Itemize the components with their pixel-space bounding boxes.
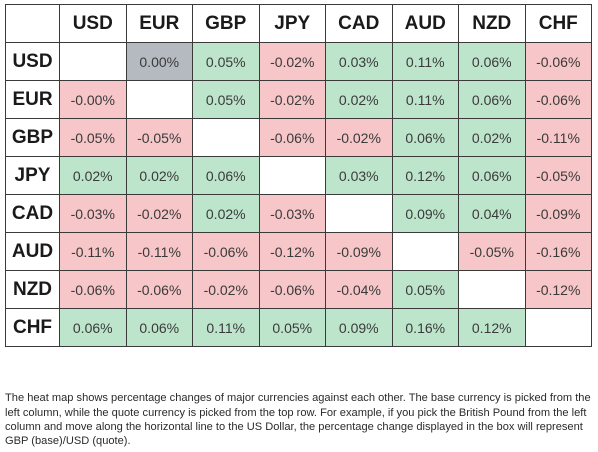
heatmap-cell-jpy-gbp[interactable]: 0.06% xyxy=(192,156,260,195)
heatmap-explanation: The heat map shows percentage changes of… xyxy=(5,392,591,448)
heatmap-cell-nzd-gbp[interactable]: -0.02% xyxy=(192,270,260,309)
col-head-chf: CHF xyxy=(524,4,592,43)
heatmap-row-usd: USD 0.00% 0.05% -0.02% 0.03% 0.11% 0.06% -0.06% xyxy=(5,42,592,81)
heatmap-row-jpy: JPY 0.02% 0.02% 0.06% 0.03% 0.12% 0.06% -0.05% xyxy=(5,156,592,195)
col-head-cad: CAD xyxy=(325,4,393,43)
heatmap-cell-chf-usd[interactable]: 0.06% xyxy=(59,308,127,347)
heatmap-cell-cad-usd[interactable]: -0.03% xyxy=(59,194,127,233)
heatmap-cell-eur-chf[interactable]: -0.06% xyxy=(524,80,592,119)
heatmap-cell-jpy-nzd[interactable]: 0.06% xyxy=(458,156,526,195)
heatmap-cell-aud-usd[interactable]: -0.11% xyxy=(59,232,127,271)
row-head-nzd: NZD xyxy=(5,270,60,309)
heatmap-cell-nzd-nzd[interactable] xyxy=(458,270,526,309)
heatmap-cell-jpy-eur[interactable]: 0.02% xyxy=(125,156,193,195)
col-head-jpy: JPY xyxy=(258,4,326,43)
col-head-nzd: NZD xyxy=(458,4,526,43)
heatmap-cell-aud-jpy[interactable]: -0.12% xyxy=(258,232,326,271)
heatmap-row-gbp: GBP -0.05% -0.05% -0.06% -0.02% 0.06% 0.02% -0.… xyxy=(5,118,592,157)
heatmap-cell-usd-eur[interactable]: 0.00% xyxy=(125,42,193,81)
heatmap-cell-chf-jpy[interactable]: 0.05% xyxy=(258,308,326,347)
heatmap-cell-gbp-aud[interactable]: 0.06% xyxy=(391,118,459,157)
col-head-eur: EUR xyxy=(125,4,193,43)
row-head-aud: AUD xyxy=(5,232,60,271)
heatmap-cell-usd-cad[interactable]: 0.03% xyxy=(325,42,393,81)
heatmap-row-aud: AUD -0.11% -0.11% -0.06% -0.12% -0.09% -0.05% -… xyxy=(5,232,592,271)
heatmap-cell-eur-nzd[interactable]: 0.06% xyxy=(458,80,526,119)
heatmap-cell-gbp-jpy[interactable]: -0.06% xyxy=(258,118,326,157)
heatmap-cell-eur-usd[interactable]: -0.00% xyxy=(59,80,127,119)
heatmap-cell-chf-cad[interactable]: 0.09% xyxy=(325,308,393,347)
col-head-gbp: GBP xyxy=(192,4,260,43)
heatmap-cell-nzd-eur[interactable]: -0.06% xyxy=(125,270,193,309)
heatmap-cell-aud-gbp[interactable]: -0.06% xyxy=(192,232,260,271)
heatmap-cell-aud-aud[interactable] xyxy=(391,232,459,271)
heatmap-cell-chf-gbp[interactable]: 0.11% xyxy=(192,308,260,347)
row-head-chf: CHF xyxy=(5,308,60,347)
header-row: USD EUR GBP JPY CAD AUD NZD CHF xyxy=(5,4,592,43)
heatmap-cell-usd-gbp[interactable]: 0.05% xyxy=(192,42,260,81)
heatmap-cell-jpy-jpy[interactable] xyxy=(258,156,326,195)
corner-cell xyxy=(5,4,60,43)
heatmap-cell-eur-gbp[interactable]: 0.05% xyxy=(192,80,260,119)
heatmap-cell-nzd-jpy[interactable]: -0.06% xyxy=(258,270,326,309)
heatmap-cell-cad-jpy[interactable]: -0.03% xyxy=(258,194,326,233)
heatmap-cell-gbp-usd[interactable]: -0.05% xyxy=(59,118,127,157)
heatmap-cell-nzd-usd[interactable]: -0.06% xyxy=(59,270,127,309)
heatmap-cell-cad-nzd[interactable]: 0.04% xyxy=(458,194,526,233)
heatmap-cell-usd-usd[interactable] xyxy=(59,42,127,81)
heatmap-cell-cad-aud[interactable]: 0.09% xyxy=(391,194,459,233)
heatmap-cell-aud-chf[interactable]: -0.16% xyxy=(524,232,592,271)
heatmap-row-chf: CHF 0.06% 0.06% 0.11% 0.05% 0.09% 0.16% 0.12% xyxy=(5,308,592,347)
heatmap-cell-usd-nzd[interactable]: 0.06% xyxy=(458,42,526,81)
currency-heatmap: USD EUR GBP JPY CAD AUD NZD CHF USD 0.00%… xyxy=(5,4,592,347)
heatmap-cell-aud-nzd[interactable]: -0.05% xyxy=(458,232,526,271)
heatmap-cell-jpy-usd[interactable]: 0.02% xyxy=(59,156,127,195)
heatmap-cell-gbp-nzd[interactable]: 0.02% xyxy=(458,118,526,157)
heatmap-body: USD 0.00% 0.05% -0.02% 0.03% 0.11% 0.06% -0.06%… xyxy=(5,42,592,347)
heatmap-table: USD EUR GBP JPY CAD AUD NZD CHF USD 0.00%… xyxy=(5,4,592,347)
heatmap-cell-usd-chf[interactable]: -0.06% xyxy=(524,42,592,81)
heatmap-cell-jpy-cad[interactable]: 0.03% xyxy=(325,156,393,195)
heatmap-cell-cad-gbp[interactable]: 0.02% xyxy=(192,194,260,233)
heatmap-row-eur: EUR -0.00% 0.05% -0.02% 0.02% 0.11% 0.06% -0.06… xyxy=(5,80,592,119)
heatmap-cell-eur-jpy[interactable]: -0.02% xyxy=(258,80,326,119)
heatmap-cell-nzd-cad[interactable]: -0.04% xyxy=(325,270,393,309)
row-head-gbp: GBP xyxy=(5,118,60,157)
heatmap-cell-jpy-aud[interactable]: 0.12% xyxy=(391,156,459,195)
row-head-eur: EUR xyxy=(5,80,60,119)
row-head-usd: USD xyxy=(5,42,60,81)
heatmap-row-cad: CAD -0.03% -0.02% 0.02% -0.03% 0.09% 0.04% -0.0… xyxy=(5,194,592,233)
heatmap-cell-usd-jpy[interactable]: -0.02% xyxy=(258,42,326,81)
heatmap-cell-cad-cad[interactable] xyxy=(325,194,393,233)
heatmap-cell-nzd-aud[interactable]: 0.05% xyxy=(391,270,459,309)
heatmap-cell-chf-eur[interactable]: 0.06% xyxy=(125,308,193,347)
row-head-jpy: JPY xyxy=(5,156,60,195)
heatmap-cell-eur-aud[interactable]: 0.11% xyxy=(391,80,459,119)
heatmap-cell-gbp-chf[interactable]: -0.11% xyxy=(524,118,592,157)
heatmap-cell-jpy-chf[interactable]: -0.05% xyxy=(524,156,592,195)
heatmap-cell-gbp-gbp[interactable] xyxy=(192,118,260,157)
heatmap-cell-usd-aud[interactable]: 0.11% xyxy=(391,42,459,81)
heatmap-cell-cad-chf[interactable]: -0.09% xyxy=(524,194,592,233)
heatmap-cell-eur-cad[interactable]: 0.02% xyxy=(325,80,393,119)
heatmap-row-nzd: NZD -0.06% -0.06% -0.02% -0.06% -0.04% 0.05% -0… xyxy=(5,270,592,309)
heatmap-cell-aud-eur[interactable]: -0.11% xyxy=(125,232,193,271)
heatmap-cell-gbp-cad[interactable]: -0.02% xyxy=(325,118,393,157)
heatmap-cell-aud-cad[interactable]: -0.09% xyxy=(325,232,393,271)
row-head-cad: CAD xyxy=(5,194,60,233)
col-head-usd: USD xyxy=(59,4,127,43)
heatmap-cell-gbp-eur[interactable]: -0.05% xyxy=(125,118,193,157)
heatmap-cell-nzd-chf[interactable]: -0.12% xyxy=(524,270,592,309)
heatmap-cell-chf-nzd[interactable]: 0.12% xyxy=(458,308,526,347)
heatmap-cell-cad-eur[interactable]: -0.02% xyxy=(125,194,193,233)
heatmap-cell-eur-eur[interactable] xyxy=(125,80,193,119)
col-head-aud: AUD xyxy=(391,4,459,43)
heatmap-cell-chf-aud[interactable]: 0.16% xyxy=(391,308,459,347)
heatmap-cell-chf-chf[interactable] xyxy=(524,308,592,347)
